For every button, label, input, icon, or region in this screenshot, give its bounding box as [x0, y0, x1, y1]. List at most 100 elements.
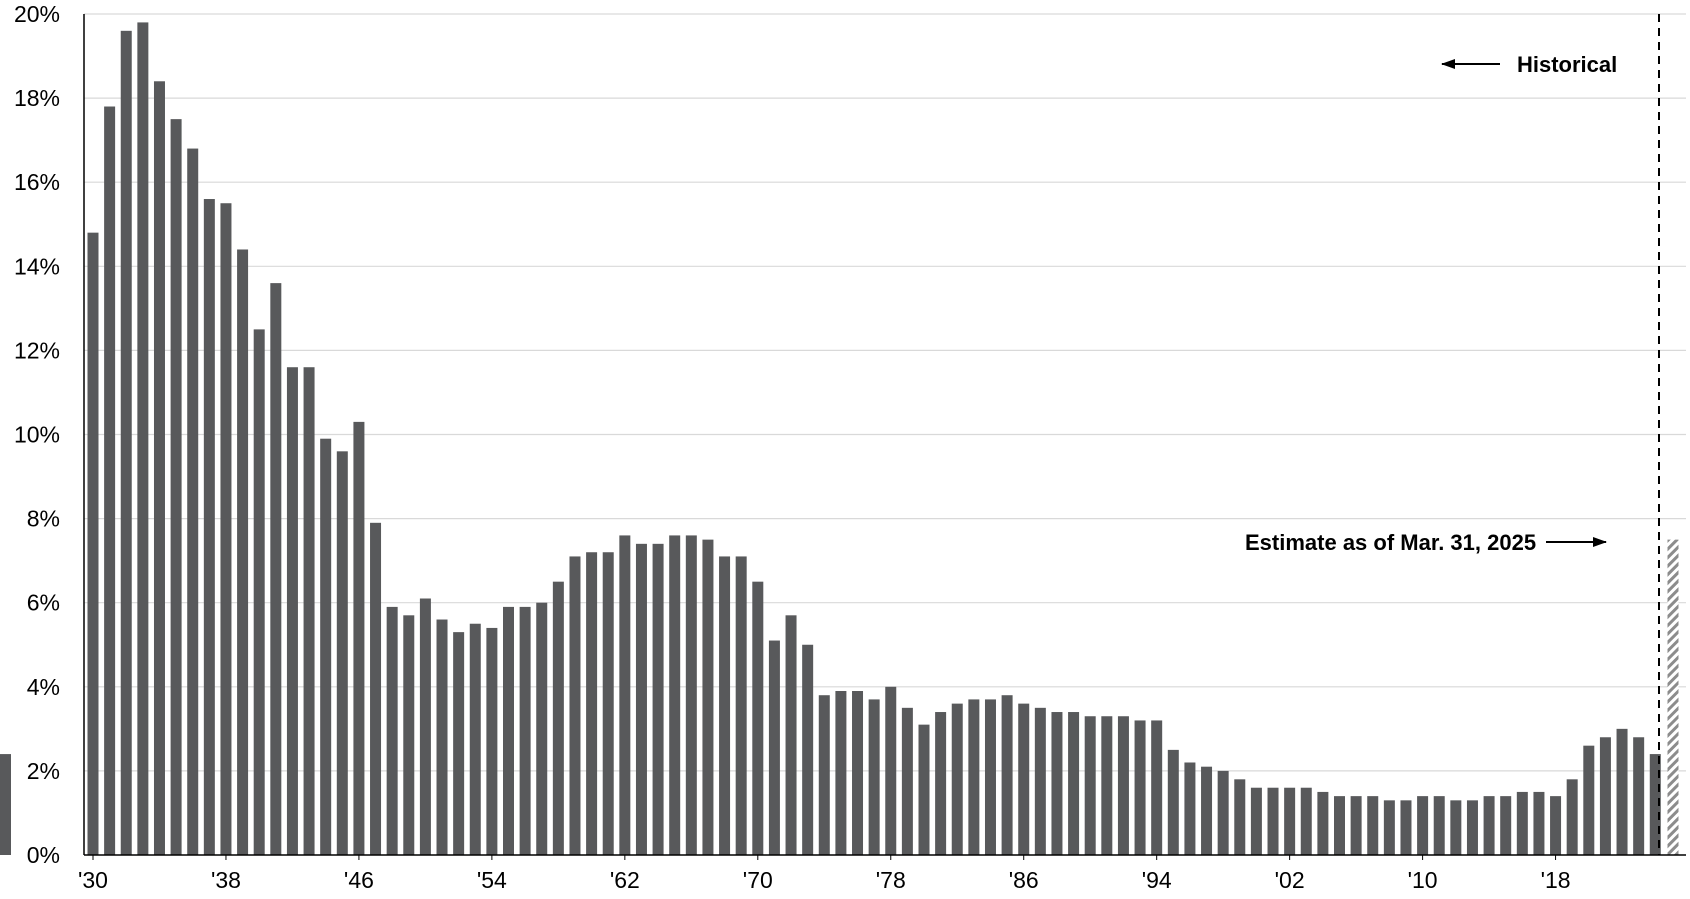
bar-1992: [1117, 716, 1129, 855]
bar-1937: [203, 199, 215, 855]
bar-1947: [370, 522, 382, 855]
x-tick-labels: '30 '38 '46 '54 '62 '70 '78 '86 '94 '02 '10 '18: [78, 867, 1571, 893]
bar-2004: [1317, 791, 1329, 855]
bar-1944: [320, 438, 332, 855]
bar-1956: [519, 606, 531, 855]
bar-1965: [669, 535, 681, 855]
bar-1994: [1151, 720, 1163, 855]
bar-2010: [1417, 796, 1429, 855]
bar-1985: [1001, 695, 1013, 855]
bar-1972: [785, 615, 797, 855]
bar-2013: [1466, 800, 1478, 855]
bar-1949: [403, 615, 415, 855]
bar-1969: [735, 556, 747, 855]
y-tick-label: 4%: [27, 674, 60, 700]
bar-1955: [503, 606, 514, 855]
bar-2007: [1367, 796, 1379, 855]
bar-2006: [1350, 796, 1362, 855]
bar-1930: [87, 232, 99, 855]
x-tick-label: '10: [1408, 867, 1438, 893]
bar-1995: [1167, 749, 1179, 856]
bar-1999: [1234, 779, 1246, 855]
bar-1939: [237, 249, 249, 856]
bar-1935: [170, 119, 182, 856]
bar-1976: [852, 691, 864, 855]
bar-2017: [1533, 791, 1545, 855]
annotations: Historical Estimate as of Mar. 31, 2025: [1245, 14, 1660, 855]
bar-1986: [1018, 703, 1030, 855]
bar-1987: [1034, 707, 1046, 855]
bar-1942: [286, 367, 298, 855]
bar-1998: [1217, 770, 1229, 855]
bar-1941: [270, 283, 282, 855]
bar-1967: [702, 539, 714, 856]
bar-1971: [768, 640, 780, 855]
bar-1988: [1051, 712, 1063, 855]
bar-1950: [419, 598, 431, 855]
bar-1936: [187, 148, 199, 855]
y-tick-labels: 0% 2% 4% 6% 8% 10% 12% 14% 16% 18% 20%: [14, 1, 60, 868]
bar-2024: [1649, 754, 1661, 855]
bar-1973: [802, 644, 814, 855]
bar-2023: [1633, 737, 1645, 855]
bar-undefined: [0, 754, 11, 855]
bar-1978: [885, 686, 897, 855]
historical-label: Historical: [1517, 52, 1617, 77]
estimate-bar: [1667, 539, 1679, 855]
bar-1990: [1084, 716, 1096, 855]
bar-1932: [120, 30, 132, 855]
bar-1996: [1184, 762, 1196, 855]
bar-2001: [1267, 787, 1279, 855]
bar-1979: [901, 707, 913, 855]
bar-1961: [602, 552, 614, 855]
bar-2016: [1516, 791, 1528, 855]
y-tick-label: 16%: [14, 169, 60, 195]
bar-1974: [818, 695, 830, 855]
bar-2005: [1334, 796, 1345, 855]
bar-1958: [552, 581, 564, 855]
x-tick-label: '38: [211, 867, 241, 893]
bar-1977: [868, 699, 880, 855]
bar-2015: [1500, 796, 1512, 855]
bar-1960: [586, 552, 598, 855]
bar-1997: [1201, 766, 1213, 855]
bar-1981: [935, 712, 947, 855]
bar-1984: [984, 699, 996, 855]
bar-2014: [1483, 796, 1495, 855]
bar-1957: [536, 602, 548, 855]
bar-1951: [436, 619, 448, 855]
y-tick-label: 12%: [14, 337, 60, 363]
x-tick-label: '54: [477, 867, 507, 893]
bar-1959: [569, 556, 581, 855]
bar-1991: [1101, 716, 1113, 855]
bar-2003: [1300, 787, 1312, 855]
x-tick-label: '30: [78, 867, 108, 893]
bar-1934: [153, 81, 165, 855]
bar-1989: [1068, 712, 1080, 855]
bar-1938: [220, 203, 232, 856]
bar-1963: [635, 543, 647, 855]
bar-1954: [486, 627, 498, 855]
bar-1962: [619, 535, 631, 855]
bar-2022: [1616, 728, 1628, 855]
y-tick-label: 14%: [14, 253, 60, 279]
bar-1953: [469, 623, 481, 855]
bar-2008: [1383, 800, 1395, 855]
x-tick-label: '70: [743, 867, 773, 893]
bar-1983: [968, 699, 980, 855]
bar-1964: [652, 543, 664, 855]
bars: [0, 22, 1679, 856]
estimate-label: Estimate as of Mar. 31, 2025: [1245, 530, 1536, 555]
bar-2019: [1566, 779, 1578, 855]
bar-1975: [835, 691, 847, 855]
x-tick-label: '62: [610, 867, 640, 893]
bar-2009: [1400, 800, 1412, 855]
x-tick-label: '46: [344, 867, 374, 893]
y-tick-label: 8%: [27, 506, 60, 532]
bar-2020: [1583, 745, 1595, 855]
y-tick-label: 20%: [14, 1, 60, 27]
bar-2000: [1250, 787, 1262, 855]
bar-1945: [336, 451, 348, 855]
